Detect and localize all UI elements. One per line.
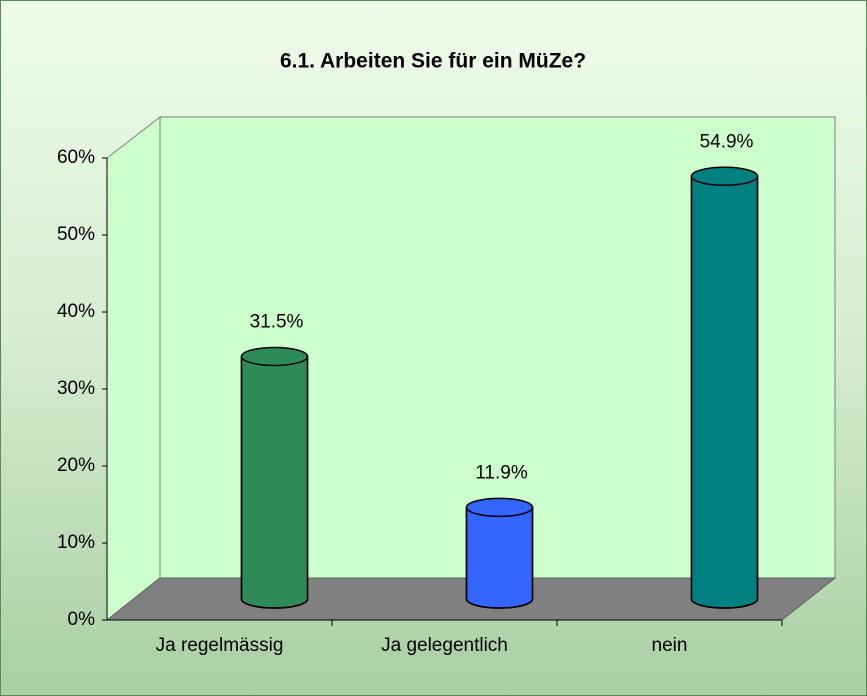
- side-wall: [106, 115, 161, 622]
- bar-top: [690, 166, 759, 187]
- y-tick-label: 30%: [57, 378, 95, 399]
- y-tick-label: 60%: [57, 147, 95, 168]
- x-tick-label: Ja gelegentlich: [381, 635, 508, 656]
- y-tick-label: 50%: [57, 224, 95, 245]
- data-label: 31.5%: [250, 311, 304, 332]
- bar-top: [465, 497, 534, 518]
- data-label: 54.9%: [700, 131, 754, 152]
- y-tick-label: 10%: [57, 532, 95, 553]
- data-label: 11.9%: [475, 462, 528, 483]
- bar-shade: [241, 356, 308, 599]
- y-tick-label: 40%: [57, 301, 95, 322]
- bar-outline: [240, 356, 309, 609]
- bar-shade: [466, 507, 533, 599]
- x-tick-label: Ja regelmässig: [156, 635, 284, 656]
- chart-title: 6.1. Arbeiten Sie für ein MüZe?: [280, 50, 586, 73]
- bar-outline: [465, 507, 534, 609]
- bar-outline: [690, 176, 759, 609]
- x-tick-label: nein: [652, 635, 688, 656]
- bar-shade: [691, 176, 758, 599]
- y-tick-label: 20%: [57, 455, 95, 476]
- bar-top: [240, 346, 309, 367]
- y-tick-label: 0%: [68, 609, 96, 630]
